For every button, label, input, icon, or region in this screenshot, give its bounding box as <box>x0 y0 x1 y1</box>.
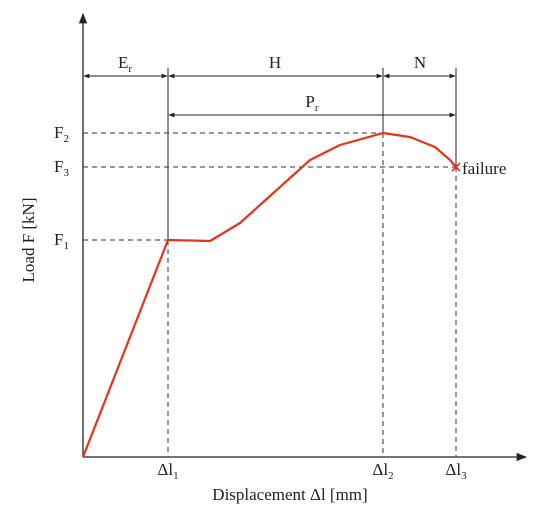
y-label: F1 <box>54 230 69 252</box>
zone-label: Er <box>118 53 132 75</box>
subscript: 2 <box>388 470 394 482</box>
y-label: F3 <box>54 157 69 179</box>
y-axis-title: Load F [kN] <box>19 198 38 283</box>
subscript: 2 <box>63 133 69 145</box>
label-text: Δl <box>372 460 388 479</box>
y-label: F2 <box>54 123 69 145</box>
label-text: Δl <box>445 460 461 479</box>
zone-label: Pr <box>305 92 318 114</box>
label-text: E <box>118 53 128 72</box>
x-axis-title: Displacement Δl [mm] <box>212 485 367 504</box>
failure-mark <box>451 162 461 172</box>
subscript: 3 <box>461 470 467 482</box>
subscript: 1 <box>63 240 69 252</box>
label-text: F <box>54 230 63 249</box>
failure-label: failure <box>462 159 506 178</box>
subscript: 1 <box>173 470 179 482</box>
zone-label: H <box>269 53 281 72</box>
x-label: Δl2 <box>372 460 393 482</box>
zone-label: N <box>414 53 426 72</box>
load-curve <box>81 131 457 458</box>
label-text: P <box>305 92 314 111</box>
label-text: F <box>54 123 63 142</box>
label-text: Δl <box>157 460 173 479</box>
subscript: r <box>128 63 132 75</box>
subscript: r <box>315 102 319 114</box>
subscript: 3 <box>63 167 69 179</box>
label-text: H <box>269 53 281 72</box>
label-text: N <box>414 53 426 72</box>
x-label: Δl3 <box>445 460 467 482</box>
label-text: F <box>54 157 63 176</box>
x-label: Δl1 <box>157 460 178 482</box>
